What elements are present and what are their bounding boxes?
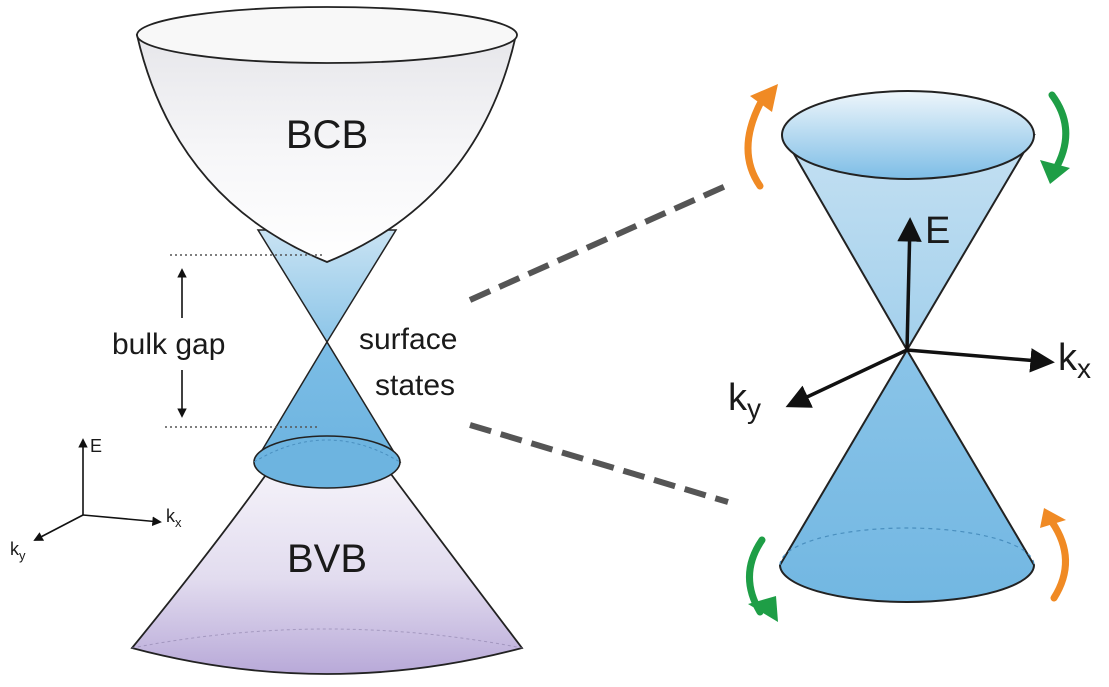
spin-arrow-green-top-head [1040,160,1070,184]
small-kx-axis [82,514,162,527]
surface-dirac-cone: E kx ky [728,84,1091,622]
dirac-energy-label: E [925,210,950,252]
bvb-label: BVB [287,537,367,581]
zoom-connector-bottom [469,422,729,505]
bulk-conduction-band [135,34,518,263]
dirac-energy-axis [897,217,922,351]
dirac-lower-back-edge [779,527,1035,566]
dirac-ky-axis [785,348,908,408]
bcb-label: BCB [286,113,368,157]
surface-states-label-line1: surface [359,323,457,356]
dirac-ky-label: ky [728,377,761,424]
dirac-kx-axis [906,348,1055,373]
spin-arrow-green-top [1048,91,1070,174]
spin-arrow-orange-top-head [750,84,778,112]
bulk-gap-label: bulk gap [112,328,225,361]
small-ky-axis [33,514,84,541]
dirac-kx-label: kx [1058,337,1091,384]
spin-arrow-green-bottom-head [748,596,778,622]
zoom-connector-top [468,182,730,303]
dirac-upper-ellipse [781,90,1035,180]
surface-states-label-line2: states [375,369,455,402]
surface-ellipse-back-edge [253,439,401,463]
dirac-lower-cone [778,348,1036,603]
small-ky-label: ky [10,539,26,563]
small-energy-label: E [90,436,102,456]
small-kx-label: kx [166,506,182,530]
spin-arrow-orange-bottom [1048,518,1069,602]
surface-state-ellipse [253,435,401,489]
small-axes: E kx ky [10,436,182,563]
spin-arrow-orange-bottom-head [1040,508,1066,528]
spin-arrow-orange-top [744,96,766,190]
bulk-band-structure: BCB BVB bulk gap surface states E kx ky [10,6,524,675]
bcb-top-rim [136,6,518,64]
